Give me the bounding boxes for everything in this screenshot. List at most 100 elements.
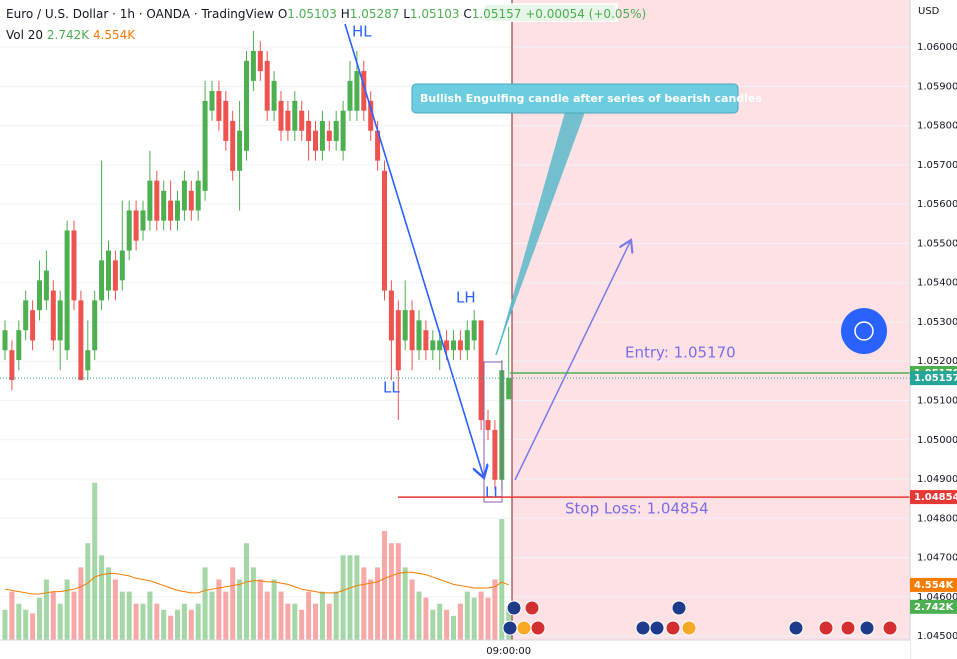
- price-badge: [910, 490, 957, 505]
- candle-body: [326, 130, 332, 141]
- candle-body: [43, 270, 49, 301]
- candle-body: [257, 51, 263, 72]
- currency-label: USD: [918, 6, 940, 17]
- volume-bar: [133, 603, 139, 640]
- candle-body: [16, 330, 22, 361]
- event-icon[interactable]: [649, 620, 665, 636]
- volume-bar: [181, 603, 187, 640]
- price-badge-label: 1.04854: [914, 492, 957, 503]
- event-icon[interactable]: [506, 600, 522, 616]
- candle-body: [119, 250, 125, 281]
- volume-bar: [126, 591, 132, 640]
- volume-bar: [106, 567, 111, 640]
- volume-bar: [382, 531, 387, 640]
- volume-bar: [202, 567, 208, 640]
- volume-bar: [402, 567, 408, 640]
- volume-bar: [168, 615, 174, 640]
- volume-bar: [85, 543, 91, 640]
- chart-title: Euro / U.S. Dollar · 1h · OANDA · Tradin…: [6, 7, 274, 21]
- target-arrow: [514, 240, 631, 481]
- annotation: LH: [456, 289, 476, 307]
- candle-body: [50, 290, 56, 341]
- event-icon[interactable]: [840, 620, 856, 636]
- candle-body: [175, 200, 180, 221]
- event-icon[interactable]: [502, 620, 518, 636]
- candle-body: [368, 100, 374, 131]
- volume-badge: [910, 599, 957, 614]
- action-button-icon: [854, 321, 874, 341]
- y-tick-label: 1.04600: [917, 592, 957, 603]
- volume-bar: [209, 591, 215, 640]
- candle-body: [416, 320, 422, 351]
- volume-bar: [154, 603, 160, 640]
- volume-bar: [64, 579, 70, 640]
- candle-body: [106, 250, 111, 291]
- level-text: Stop Loss: 1.04854: [565, 500, 709, 518]
- candle-body: [154, 180, 160, 221]
- y-tick-label: 1.05000: [917, 435, 957, 446]
- action-button[interactable]: [841, 308, 887, 354]
- ohlc-value: 1.05103: [287, 7, 337, 21]
- volume-bar: [119, 591, 125, 640]
- volume-bar: [50, 591, 56, 640]
- volume-badge: [910, 577, 957, 592]
- volume-bar: [347, 555, 353, 640]
- volume-value: 2.742K: [47, 28, 90, 42]
- volume-bar: [271, 579, 277, 640]
- candle-body: [85, 350, 91, 371]
- candle-body: [278, 100, 284, 131]
- volume-bar: [9, 591, 15, 640]
- event-icon[interactable]: [671, 600, 687, 616]
- volume-bar: [333, 591, 339, 640]
- volume-bar: [23, 609, 29, 640]
- event-icon[interactable]: [635, 620, 651, 636]
- volume-bar: [140, 603, 146, 640]
- event-icon[interactable]: [524, 600, 540, 616]
- event-icon[interactable]: [788, 620, 804, 636]
- volume-bar: [37, 597, 42, 640]
- candle-body: [237, 130, 243, 171]
- candle-body: [402, 310, 408, 341]
- y-tick-label: 1.04800: [917, 513, 957, 524]
- event-icon[interactable]: [530, 620, 546, 636]
- candle-body: [133, 210, 139, 241]
- candle-body: [464, 330, 470, 351]
- candle-body: [299, 110, 305, 131]
- volume-bar: [368, 579, 374, 640]
- level-text: Entry: 1.05170: [625, 344, 736, 362]
- y-tick-label: 1.05700: [917, 160, 957, 171]
- ohlc-key: C: [463, 7, 471, 21]
- callout-text: Bullish Engulfing candle after series of…: [420, 92, 762, 105]
- ohlc-value: 1.05103: [410, 7, 460, 21]
- event-icons: [502, 600, 898, 636]
- candle-body: [147, 180, 153, 221]
- volume-ma-line: [4, 571, 509, 595]
- callout-box: [411, 83, 739, 114]
- candle-body: [140, 210, 146, 231]
- volume-bar: [313, 603, 318, 640]
- event-icon[interactable]: [882, 620, 898, 636]
- change-bg: [485, 5, 615, 21]
- price-badge-label: 1.05157: [914, 373, 957, 384]
- candle-body: [361, 71, 367, 111]
- annotation: HL: [352, 23, 372, 41]
- candle-body: [313, 130, 318, 151]
- volume-bar: [361, 567, 367, 640]
- volume-bar: [326, 603, 332, 640]
- y-tick-label: 1.04700: [917, 553, 957, 564]
- event-icon[interactable]: [818, 620, 834, 636]
- event-icon[interactable]: [859, 620, 875, 636]
- candle-body: [347, 80, 353, 111]
- candle-body: [244, 60, 249, 151]
- volume-bar: [457, 603, 463, 640]
- event-icon[interactable]: [516, 620, 532, 636]
- event-icon[interactable]: [665, 620, 681, 636]
- volume-bar: [375, 567, 381, 640]
- volume-bar: [99, 555, 105, 640]
- volume-bar: [244, 543, 249, 640]
- volume-bar: [437, 603, 443, 640]
- volume-bar: [451, 615, 456, 640]
- event-icon[interactable]: [681, 620, 697, 636]
- volume-bar: [306, 591, 312, 640]
- volume-bar: [444, 609, 450, 640]
